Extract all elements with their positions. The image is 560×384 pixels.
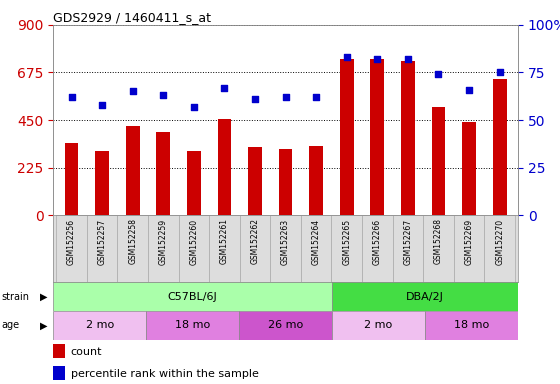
Text: strain: strain (1, 291, 29, 302)
Text: GSM152268: GSM152268 (434, 218, 443, 265)
Bar (371, 59, 384, 215)
Bar (53, 344, 65, 358)
Bar (301, 215, 332, 282)
Point (465, 86, 474, 93)
Bar (146, 311, 239, 340)
Bar (270, 215, 301, 282)
Text: DBA/2J: DBA/2J (406, 291, 444, 302)
Point (312, 94, 321, 100)
Text: GSM152267: GSM152267 (403, 218, 412, 265)
Bar (218, 119, 231, 215)
Bar (340, 59, 353, 215)
Text: GSM152262: GSM152262 (250, 218, 259, 265)
Bar (64, 143, 78, 215)
Text: GSM152269: GSM152269 (465, 218, 474, 265)
Text: GSM152264: GSM152264 (312, 218, 321, 265)
Point (373, 56, 382, 62)
Bar (56, 215, 87, 282)
Text: count: count (71, 347, 102, 357)
Text: GSM152259: GSM152259 (159, 218, 168, 265)
Bar (423, 215, 454, 282)
Text: 2 mo: 2 mo (86, 320, 114, 331)
Text: percentile rank within the sample: percentile rank within the sample (71, 369, 259, 379)
Point (159, 92, 168, 98)
Text: 18 mo: 18 mo (175, 320, 210, 331)
Bar (53, 282, 332, 311)
Bar (156, 132, 170, 215)
Bar (279, 149, 292, 215)
Point (281, 94, 290, 100)
Bar (401, 61, 415, 215)
Text: GSM152270: GSM152270 (495, 218, 504, 265)
Text: GSM152260: GSM152260 (189, 218, 198, 265)
Point (403, 56, 412, 62)
Point (495, 70, 504, 76)
Bar (209, 215, 240, 282)
Point (189, 104, 198, 110)
Text: GSM152263: GSM152263 (281, 218, 290, 265)
Point (250, 96, 259, 102)
Bar (393, 215, 423, 282)
Bar (53, 366, 65, 379)
Bar (187, 151, 200, 215)
Point (434, 71, 443, 78)
Text: ▶: ▶ (40, 320, 48, 331)
Point (220, 84, 229, 91)
Text: GSM152256: GSM152256 (67, 218, 76, 265)
Text: age: age (1, 320, 19, 331)
Bar (332, 215, 362, 282)
Bar (53, 311, 146, 340)
Text: GDS2929 / 1460411_s_at: GDS2929 / 1460411_s_at (53, 11, 211, 24)
Bar (432, 107, 445, 215)
Bar (95, 151, 109, 215)
Text: GSM152258: GSM152258 (128, 218, 137, 265)
Text: GSM152265: GSM152265 (342, 218, 351, 265)
Bar (454, 215, 484, 282)
Point (97, 102, 106, 108)
Bar (484, 215, 515, 282)
Text: GSM152261: GSM152261 (220, 218, 229, 265)
Bar (87, 215, 118, 282)
Bar (332, 311, 425, 340)
Bar (309, 146, 323, 215)
Text: GSM152257: GSM152257 (97, 218, 106, 265)
Bar (425, 311, 518, 340)
Point (342, 54, 351, 60)
Bar (118, 215, 148, 282)
Text: 18 mo: 18 mo (454, 320, 489, 331)
Bar (126, 126, 139, 215)
Text: 26 mo: 26 mo (268, 320, 303, 331)
Bar (240, 215, 270, 282)
Bar (248, 147, 262, 215)
Bar (362, 215, 393, 282)
Text: C57BL/6J: C57BL/6J (168, 291, 217, 302)
Bar (239, 311, 332, 340)
Point (128, 88, 137, 94)
Text: ▶: ▶ (40, 291, 48, 302)
Bar (493, 79, 507, 215)
Text: 2 mo: 2 mo (365, 320, 393, 331)
Bar (179, 215, 209, 282)
Bar (148, 215, 179, 282)
Bar (462, 122, 476, 215)
Point (67, 94, 76, 100)
Bar (332, 282, 518, 311)
Text: GSM152266: GSM152266 (373, 218, 382, 265)
